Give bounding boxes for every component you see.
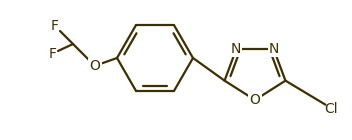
Text: N: N [231,42,241,56]
Text: F: F [49,47,57,61]
Text: O: O [250,93,260,107]
Text: Cl: Cl [325,102,338,116]
Text: N: N [269,42,279,56]
Text: F: F [51,19,59,33]
Text: O: O [89,59,100,73]
